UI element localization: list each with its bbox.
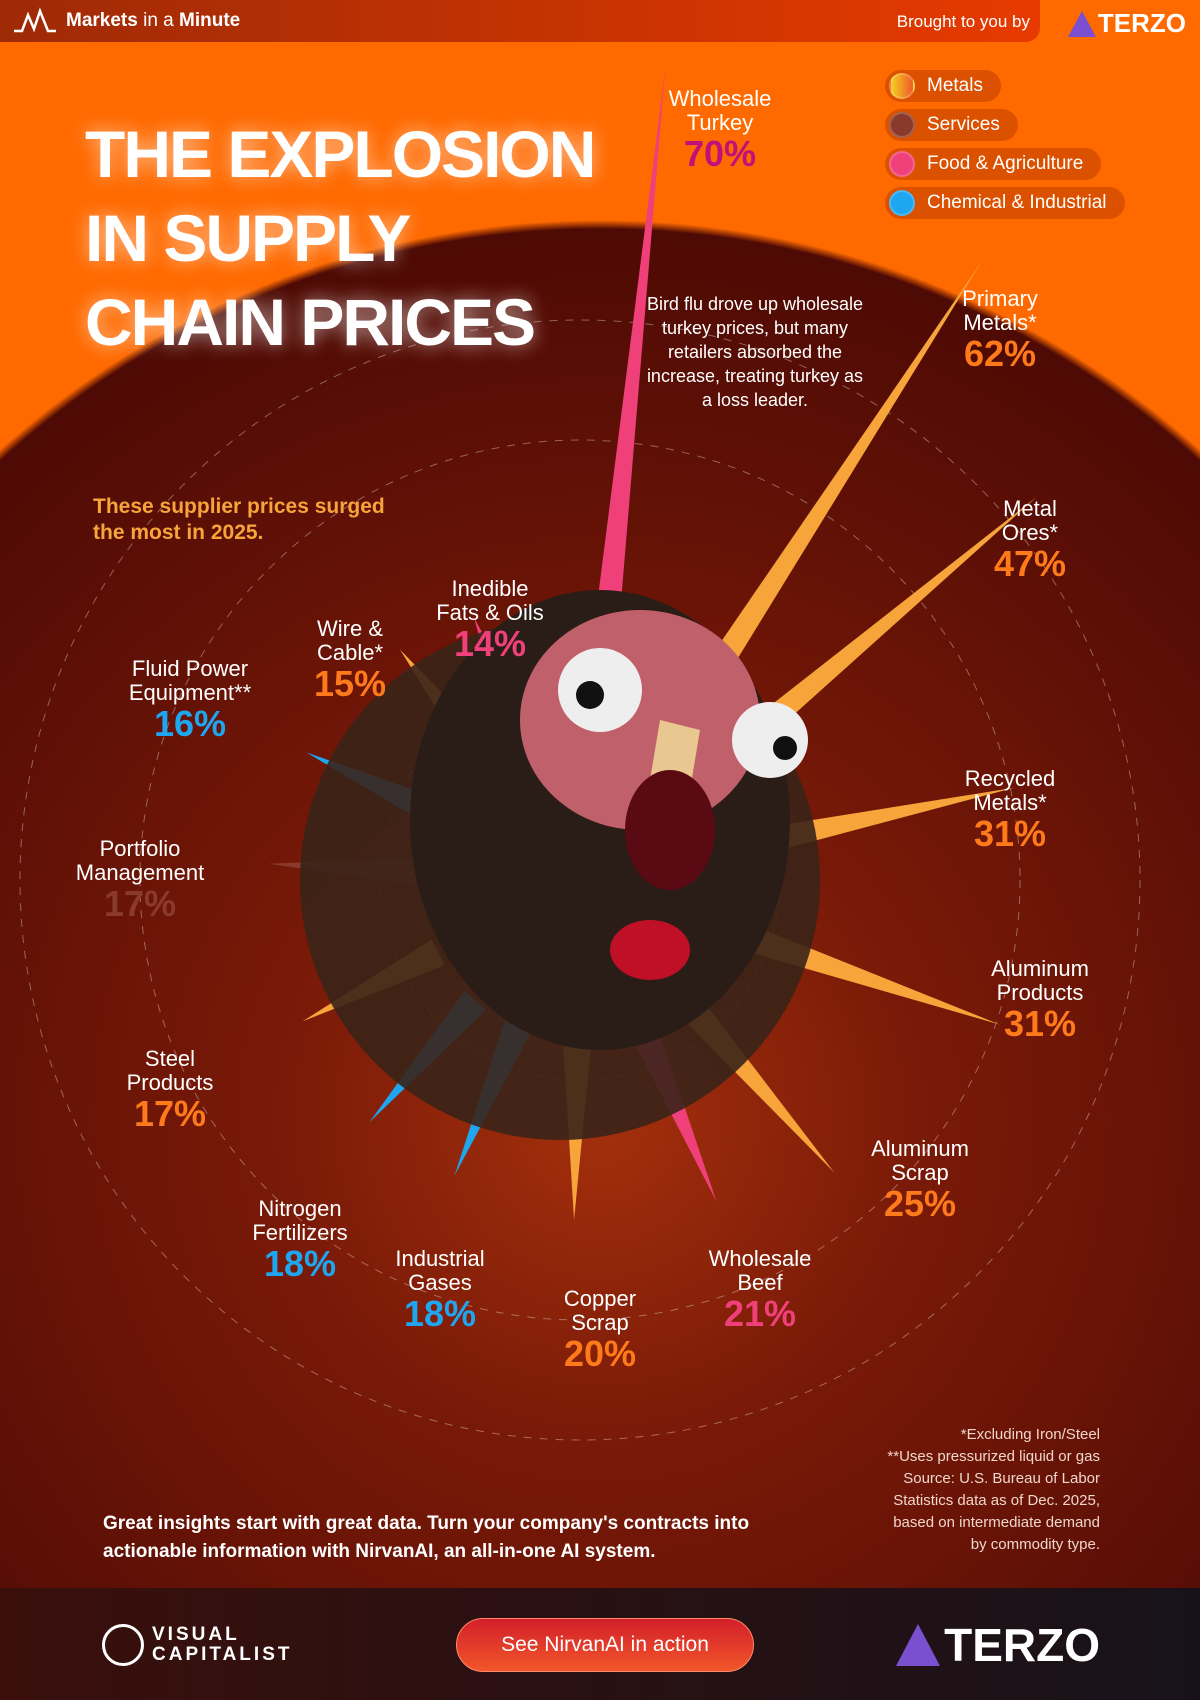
- value-label: 21%: [723, 1293, 797, 1334]
- value-label: 15%: [313, 663, 387, 704]
- page-title: THE EXPLOSION IN SUPPLY CHAIN PRICES: [85, 117, 596, 359]
- visual-capitalist-logo: VISUAL CAPITALIST: [102, 1624, 292, 1666]
- data-label: Fluid Power Equipment** 16%: [129, 657, 251, 743]
- source: based on intermediate demand: [893, 1514, 1100, 1531]
- category-label: Aluminum Products: [991, 956, 1089, 1005]
- terzo-logo-icon: [1067, 10, 1096, 37]
- grid-ring: [19, 319, 1141, 1441]
- cta-text: Great insights start with great data. Tu…: [103, 1513, 750, 1562]
- value-label: 17%: [133, 1093, 207, 1134]
- data-label: Aluminum Scrap 25%: [871, 1137, 969, 1223]
- data-label: Aluminum Products 31%: [991, 957, 1089, 1043]
- value-label: 31%: [973, 813, 1047, 854]
- data-label: Steel Products 17%: [127, 1047, 214, 1133]
- markets-logo-icon: [14, 7, 56, 33]
- data-label: Wholesale Beef 21%: [709, 1247, 812, 1333]
- category-label: Wholesale Turkey: [668, 86, 772, 135]
- subtitle: These supplier prices surged the most in…: [93, 495, 385, 544]
- footnote: *Excluding Iron/Steel: [960, 1426, 1100, 1443]
- value-label: 17%: [103, 883, 177, 924]
- category-label: Industrial Gases: [395, 1246, 485, 1295]
- legend-item-services: Services: [885, 109, 1018, 141]
- category-label: Nitrogen Fertilizers: [252, 1196, 348, 1245]
- category-label: Primary Metals*: [962, 286, 1038, 335]
- see-nirvanai-button[interactable]: See NirvanAI in action: [456, 1618, 754, 1672]
- value-label: 47%: [993, 543, 1067, 584]
- legend-item-food: Food & Agriculture: [885, 148, 1102, 180]
- legend-swatch: [889, 151, 915, 177]
- spike-primary-metals-: [654, 260, 983, 755]
- footnotes: *Excluding Iron/Steel **Uses pressurized…: [887, 1424, 1100, 1556]
- legend-swatch: [889, 190, 915, 216]
- category-label: Metal Ores*: [1001, 496, 1059, 545]
- turkey-annotation: Bird flu drove up wholesale turkey price…: [646, 294, 864, 410]
- turkey-illustration: [300, 590, 820, 1140]
- legend-item-chemical: Chemical & Industrial: [885, 187, 1125, 219]
- data-label: Copper Scrap 20%: [564, 1287, 636, 1373]
- category-label: Recycled Metals*: [964, 766, 1056, 815]
- value-label: 14%: [453, 623, 527, 664]
- data-label: Wholesale Turkey 70%: [669, 87, 772, 173]
- data-label: Inedible Fats & Oils 14%: [436, 577, 544, 663]
- data-label: Primary Metals* 62%: [962, 287, 1038, 373]
- data-label: Metal Ores* 47%: [994, 497, 1066, 583]
- data-label: Industrial Gases 18%: [395, 1247, 484, 1333]
- grid-ring: [139, 439, 1021, 1321]
- value-label: 18%: [403, 1293, 477, 1334]
- source: Statistics data as of Dec. 2025,: [893, 1492, 1100, 1509]
- value-label: 25%: [883, 1183, 957, 1224]
- data-label: Recycled Metals* 31%: [965, 767, 1055, 853]
- category-label: Aluminum Scrap: [871, 1136, 969, 1185]
- category-label: Steel Products: [126, 1046, 214, 1095]
- data-label: Portfolio Management 17%: [76, 837, 204, 923]
- legend-item-metals: Metals: [885, 70, 1001, 102]
- value-label: 62%: [963, 333, 1037, 374]
- value-label: 18%: [263, 1243, 337, 1284]
- vc-logo-icon: [102, 1624, 144, 1666]
- legend-swatch: [889, 73, 915, 99]
- category-label: Wire & Cable*: [316, 616, 384, 665]
- category-label: Inedible Fats & Oils: [436, 576, 544, 625]
- brought-by-text: Brought to you by: [896, 12, 1030, 31]
- data-label: Wire & Cable* 15%: [314, 617, 386, 703]
- category-label: Fluid Power Equipment**: [128, 656, 252, 705]
- category-label: Portfolio Management: [75, 836, 205, 885]
- value-label: 70%: [683, 133, 757, 174]
- source: by commodity type.: [970, 1536, 1100, 1553]
- source: Source: U.S. Bureau of Labor: [903, 1470, 1100, 1487]
- spike-wholesale-turkey: [582, 69, 666, 724]
- value-label: 16%: [153, 703, 227, 744]
- value-label: 20%: [563, 1333, 637, 1374]
- terzo-logo: TERZO: [896, 1618, 1100, 1672]
- category-label: Copper Scrap: [563, 1286, 637, 1335]
- radial-chart: [19, 69, 1141, 1441]
- legend: Metals Services Food & Agriculture Chemi…: [885, 70, 1125, 226]
- data-label: Nitrogen Fertilizers 18%: [252, 1197, 347, 1283]
- terzo-logo: TERZO: [1067, 8, 1186, 39]
- terzo-logo-icon: [896, 1624, 941, 1666]
- footnote: **Uses pressurized liquid or gas: [887, 1448, 1100, 1465]
- value-label: 31%: [1003, 1003, 1077, 1044]
- category-label: Wholesale Beef: [708, 1246, 812, 1295]
- top-bar: Markets in a Minute: [0, 0, 1040, 42]
- bottom-bar: VISUAL CAPITALIST See NirvanAI in action …: [0, 1588, 1200, 1700]
- brand-name: Markets in a Minute: [66, 10, 241, 31]
- legend-swatch: [889, 112, 915, 138]
